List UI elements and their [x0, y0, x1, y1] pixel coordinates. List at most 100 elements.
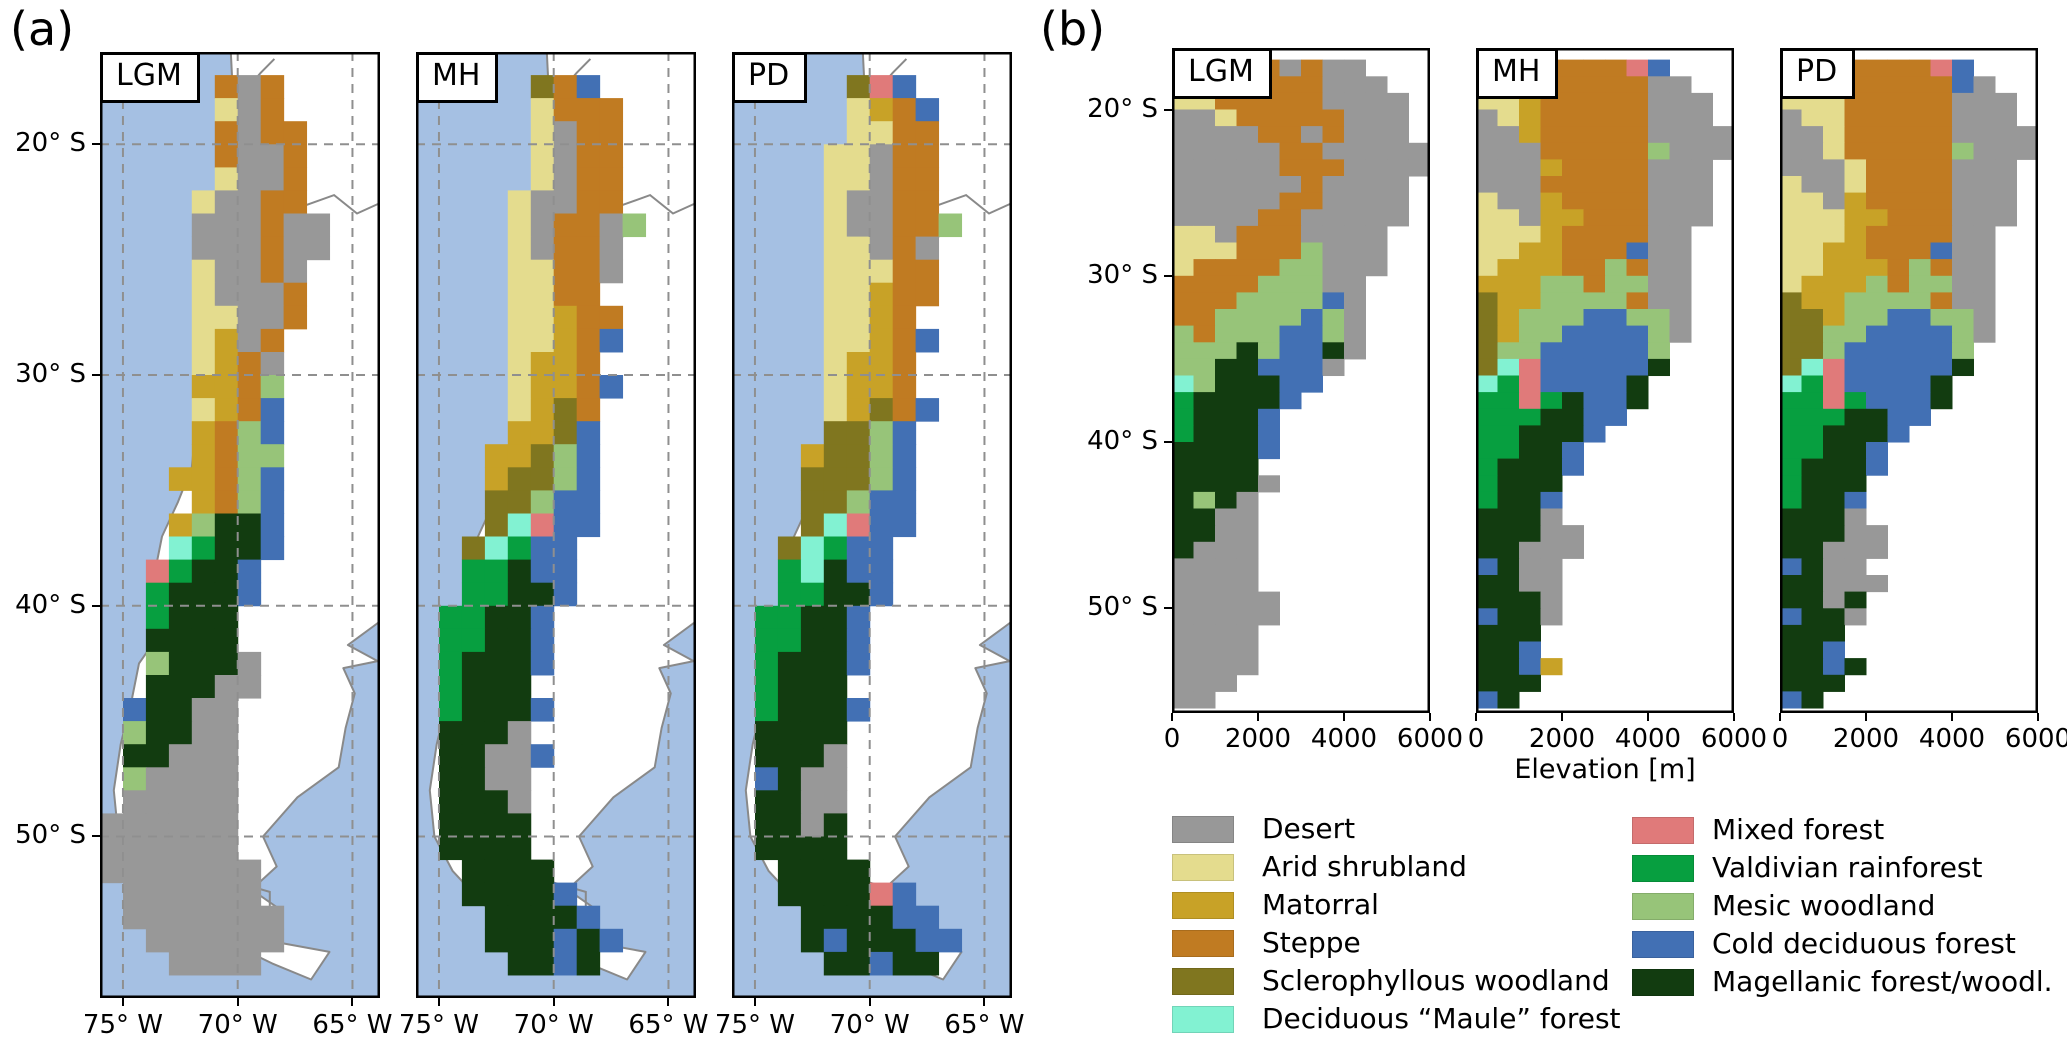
elevation-cell	[1236, 375, 1259, 393]
elevation-cell	[1562, 292, 1584, 310]
biome-cell	[846, 882, 871, 907]
biome-cell	[553, 559, 578, 584]
biome-cell	[191, 328, 216, 353]
elevation-cell	[1172, 342, 1194, 360]
elevation-cell	[1236, 225, 1259, 244]
biome-cell	[237, 951, 262, 976]
biome-cell	[576, 259, 601, 284]
biome-cell	[800, 790, 825, 814]
elevation-cell	[1519, 624, 1541, 643]
elevation-cell	[1540, 126, 1563, 144]
biome-cell	[214, 928, 239, 953]
elevation-cell	[1215, 408, 1237, 426]
biome-cell	[461, 882, 486, 907]
biome-cell	[260, 905, 285, 930]
biome-cell	[892, 305, 917, 330]
biome-cell	[800, 767, 825, 791]
elevation-cell	[1215, 674, 1237, 692]
elevation-cell	[1387, 192, 1409, 210]
biome-cell	[599, 167, 624, 191]
elevation-cell	[1973, 159, 1996, 177]
biome-cell	[123, 790, 147, 814]
biome-cell	[191, 305, 216, 330]
biome-cell	[123, 859, 147, 884]
elevation-cell	[1669, 126, 1692, 144]
biome-cell	[755, 744, 779, 768]
biome-cell	[530, 75, 555, 99]
elevation-cell	[1497, 691, 1520, 709]
elevation-cell	[1648, 92, 1670, 111]
elevation-cell	[1193, 225, 1216, 244]
elevation-cell	[1519, 176, 1541, 194]
elevation-cell	[1648, 275, 1670, 293]
elevation-cell	[1540, 558, 1563, 576]
biome-cell	[869, 490, 894, 514]
elevation-cell	[1540, 325, 1563, 343]
elevation-tick-label: 4000	[1918, 724, 1986, 754]
biome-cell	[846, 628, 871, 653]
biome-cell	[168, 675, 193, 699]
biome-cell	[599, 305, 624, 330]
biome-cell	[484, 513, 509, 538]
biome-cell	[507, 813, 532, 837]
elevation-cell	[1258, 375, 1280, 393]
elevation-cell	[1519, 325, 1541, 343]
elevation-cell	[1691, 92, 1713, 111]
elevation-cell	[1193, 159, 1216, 177]
elevation-cell	[1365, 109, 1388, 127]
biome-cell	[145, 882, 170, 907]
biome-cell	[553, 490, 578, 514]
biome-cell	[777, 698, 802, 722]
elevation-cell	[1540, 541, 1563, 559]
biome-cell	[283, 305, 308, 330]
elevation-cell	[1279, 358, 1302, 377]
biome-cell	[915, 167, 940, 191]
biome-cell	[507, 698, 532, 722]
biome-cell	[191, 398, 216, 422]
elevation-cell	[1995, 176, 2017, 194]
elevation-cell	[1844, 109, 1867, 127]
elevation-plot-pd	[1780, 48, 2038, 713]
biome-cell	[283, 236, 308, 261]
biome-cell	[915, 190, 940, 214]
elevation-cell	[1476, 674, 1498, 692]
elevation-cell	[1344, 242, 1366, 260]
biome-cell	[576, 236, 601, 261]
elevation-cell	[1973, 76, 1996, 94]
elevation-cell	[1172, 259, 1194, 277]
biome-map-mh	[416, 52, 696, 998]
biome-cell	[214, 836, 239, 861]
elevation-cell	[1909, 76, 1931, 94]
elevation-cell	[1193, 358, 1216, 377]
elevation-cell	[1279, 259, 1302, 277]
elevation-cell	[1215, 142, 1237, 160]
elevation-cell	[1172, 392, 1194, 410]
elevation-cell	[1519, 558, 1541, 576]
elevation-cell	[1301, 225, 1323, 244]
elevation-cell	[1930, 109, 1953, 127]
elevation-cell	[1365, 126, 1388, 144]
elevation-cell	[1887, 126, 1910, 144]
elevation-cell	[1973, 325, 1996, 343]
biome-cell	[237, 421, 262, 445]
elevation-cell	[1236, 358, 1259, 377]
biome-cell	[507, 790, 532, 814]
biome-cell	[869, 98, 894, 122]
biome-cell	[869, 352, 894, 376]
elevation-cell	[1172, 575, 1194, 593]
biome-cell	[823, 651, 848, 676]
elevation-tick-label: 4000	[1310, 724, 1378, 754]
biome-cell	[892, 259, 917, 284]
biome-cell	[599, 236, 624, 261]
elevation-cell	[1236, 591, 1259, 609]
biome-cell	[237, 559, 262, 584]
elevation-cell	[1193, 325, 1216, 343]
elevation-cell	[1887, 209, 1910, 227]
elevation-tick-label: 4000	[1614, 724, 1682, 754]
x-tick-mark	[753, 998, 756, 1006]
elevation-cell	[1540, 309, 1563, 327]
biome-cell	[237, 651, 262, 676]
biome-cell	[846, 444, 871, 468]
biome-cell	[461, 744, 486, 768]
biome-cell	[869, 536, 894, 561]
